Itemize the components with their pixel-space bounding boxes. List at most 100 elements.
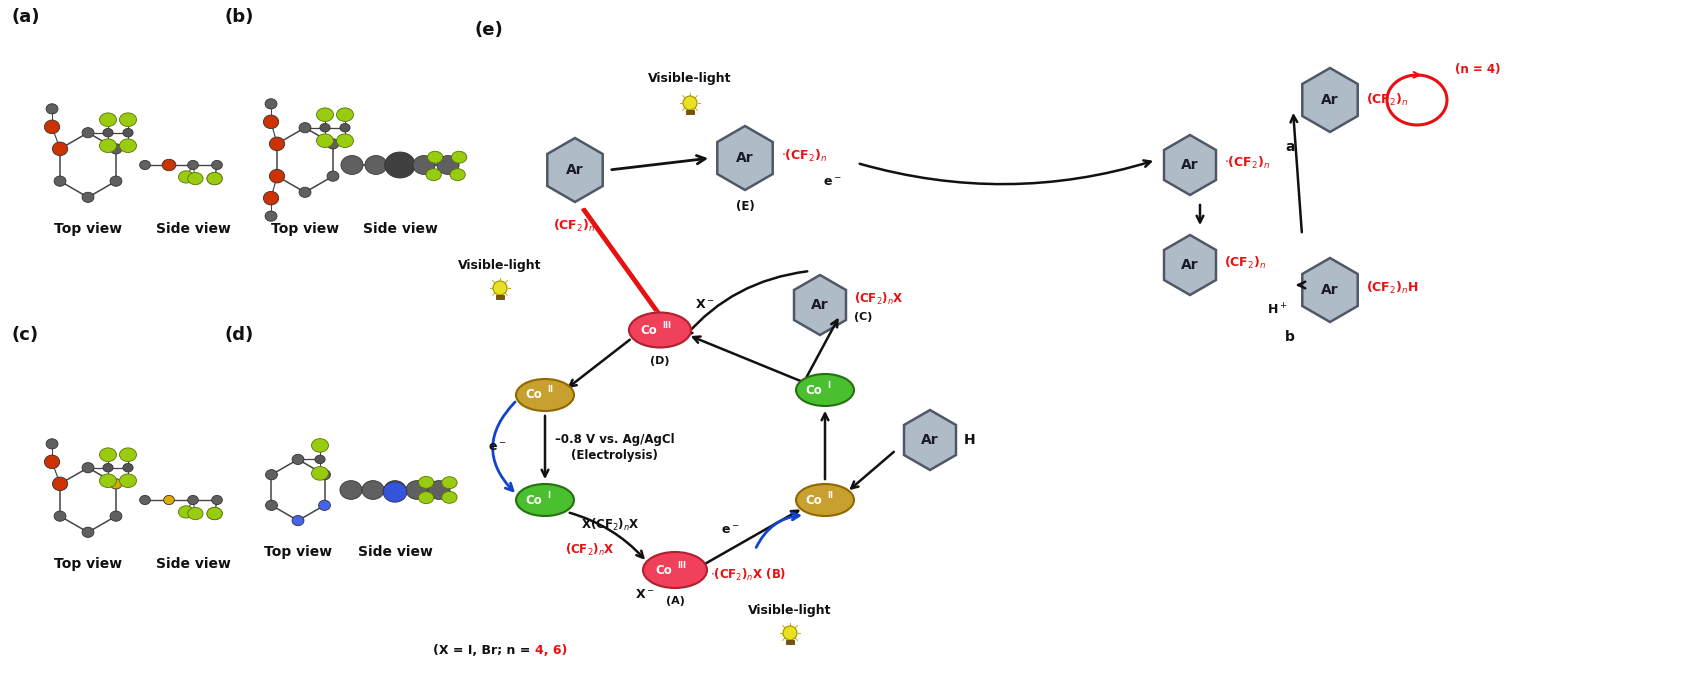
FancyArrowPatch shape — [611, 156, 704, 170]
Text: Co: Co — [806, 384, 823, 396]
Text: X$^-$: X$^-$ — [696, 299, 714, 311]
Polygon shape — [794, 275, 846, 335]
Ellipse shape — [269, 169, 285, 183]
Polygon shape — [1302, 258, 1358, 322]
Ellipse shape — [311, 439, 328, 452]
Ellipse shape — [100, 139, 117, 152]
Ellipse shape — [140, 160, 150, 170]
Ellipse shape — [796, 484, 855, 516]
Ellipse shape — [120, 139, 137, 152]
Ellipse shape — [265, 99, 277, 109]
FancyArrowPatch shape — [806, 320, 838, 377]
Text: a: a — [1285, 140, 1295, 154]
Ellipse shape — [52, 477, 68, 491]
Ellipse shape — [140, 495, 150, 505]
Text: Ar: Ar — [736, 151, 753, 165]
Ellipse shape — [44, 455, 59, 468]
Ellipse shape — [120, 113, 137, 127]
Text: Co: Co — [806, 493, 823, 506]
Ellipse shape — [164, 495, 174, 505]
Text: (C): (C) — [855, 312, 873, 322]
Ellipse shape — [319, 500, 331, 510]
Ellipse shape — [265, 500, 277, 510]
Ellipse shape — [339, 123, 350, 132]
Ellipse shape — [426, 168, 441, 181]
Ellipse shape — [46, 104, 57, 114]
Text: $\cdot$(CF$_2$)$_n$: $\cdot$(CF$_2$)$_n$ — [1225, 155, 1270, 171]
Ellipse shape — [100, 474, 117, 487]
Ellipse shape — [162, 159, 176, 171]
Ellipse shape — [83, 192, 95, 202]
Text: Visible-light: Visible-light — [458, 259, 542, 272]
Ellipse shape — [365, 156, 387, 175]
Ellipse shape — [339, 481, 361, 499]
Text: Ar: Ar — [1321, 93, 1339, 107]
Ellipse shape — [54, 176, 66, 186]
Text: Side view: Side view — [155, 557, 230, 571]
Ellipse shape — [52, 142, 68, 156]
Text: (E): (E) — [736, 200, 755, 213]
Text: Ar: Ar — [811, 298, 829, 312]
Text: III: III — [677, 561, 686, 570]
Ellipse shape — [292, 516, 304, 526]
Text: Co: Co — [525, 388, 542, 402]
Ellipse shape — [383, 481, 405, 499]
Ellipse shape — [120, 448, 137, 462]
FancyArrowPatch shape — [569, 513, 644, 558]
Text: Ar: Ar — [1321, 283, 1339, 297]
Text: e$^-$: e$^-$ — [488, 441, 507, 454]
Polygon shape — [904, 410, 956, 470]
Ellipse shape — [319, 470, 331, 480]
Ellipse shape — [419, 492, 434, 503]
Text: (a): (a) — [12, 8, 41, 26]
Ellipse shape — [299, 187, 311, 197]
Ellipse shape — [493, 281, 507, 295]
Ellipse shape — [628, 313, 691, 348]
Text: Top view: Top view — [263, 545, 333, 559]
Ellipse shape — [265, 470, 277, 480]
Ellipse shape — [211, 495, 223, 505]
Ellipse shape — [208, 173, 223, 185]
Ellipse shape — [361, 481, 383, 499]
Text: 4, 6): 4, 6) — [535, 644, 568, 656]
Text: Visible-light: Visible-light — [649, 72, 731, 85]
Ellipse shape — [103, 129, 113, 137]
Ellipse shape — [443, 477, 458, 489]
Ellipse shape — [44, 120, 59, 133]
Ellipse shape — [449, 168, 464, 181]
Ellipse shape — [211, 160, 223, 170]
Ellipse shape — [110, 511, 122, 521]
Ellipse shape — [336, 108, 353, 121]
Ellipse shape — [443, 491, 458, 503]
Ellipse shape — [405, 481, 427, 499]
Bar — [497, 295, 503, 299]
Text: Co: Co — [640, 324, 657, 336]
FancyArrowPatch shape — [1198, 205, 1203, 222]
Ellipse shape — [187, 173, 203, 185]
Text: (d): (d) — [225, 326, 255, 344]
Ellipse shape — [328, 139, 339, 149]
Ellipse shape — [269, 137, 285, 151]
Ellipse shape — [311, 466, 328, 480]
Polygon shape — [718, 126, 772, 190]
Ellipse shape — [682, 96, 698, 110]
FancyArrowPatch shape — [706, 511, 799, 563]
Ellipse shape — [208, 173, 223, 185]
Text: I: I — [828, 381, 829, 390]
Text: Top view: Top view — [54, 557, 122, 571]
Text: $\cdot$(CF$_2$)$_n$X (B): $\cdot$(CF$_2$)$_n$X (B) — [709, 567, 787, 583]
Polygon shape — [1164, 135, 1216, 195]
Ellipse shape — [314, 455, 324, 464]
Text: III: III — [662, 321, 671, 330]
Ellipse shape — [123, 129, 133, 137]
Ellipse shape — [263, 191, 279, 205]
Ellipse shape — [110, 144, 122, 154]
FancyArrowPatch shape — [569, 340, 630, 387]
Ellipse shape — [319, 123, 329, 132]
Ellipse shape — [110, 479, 122, 489]
Text: Ar: Ar — [1181, 158, 1199, 172]
Text: Visible-light: Visible-light — [748, 604, 831, 617]
FancyArrowPatch shape — [493, 402, 515, 491]
FancyArrowPatch shape — [821, 414, 828, 479]
Text: Co: Co — [525, 493, 542, 506]
